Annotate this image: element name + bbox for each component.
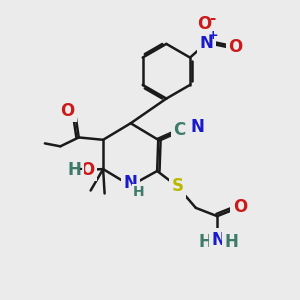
Text: S: S <box>171 178 183 196</box>
Text: H: H <box>224 233 239 251</box>
Text: +: + <box>208 29 218 42</box>
Text: H: H <box>199 233 213 251</box>
Text: O: O <box>197 15 211 33</box>
Text: H: H <box>133 185 145 199</box>
Text: O: O <box>233 198 247 216</box>
Text: N: N <box>212 231 226 249</box>
Text: N: N <box>190 118 204 136</box>
Text: N: N <box>200 34 213 52</box>
Text: O: O <box>228 38 242 56</box>
Text: -: - <box>209 11 215 26</box>
Text: ·: · <box>78 161 85 180</box>
Text: H: H <box>68 161 82 179</box>
Text: N: N <box>124 174 138 192</box>
Text: O: O <box>60 102 75 120</box>
Text: O: O <box>80 161 94 179</box>
Text: C: C <box>173 121 186 139</box>
